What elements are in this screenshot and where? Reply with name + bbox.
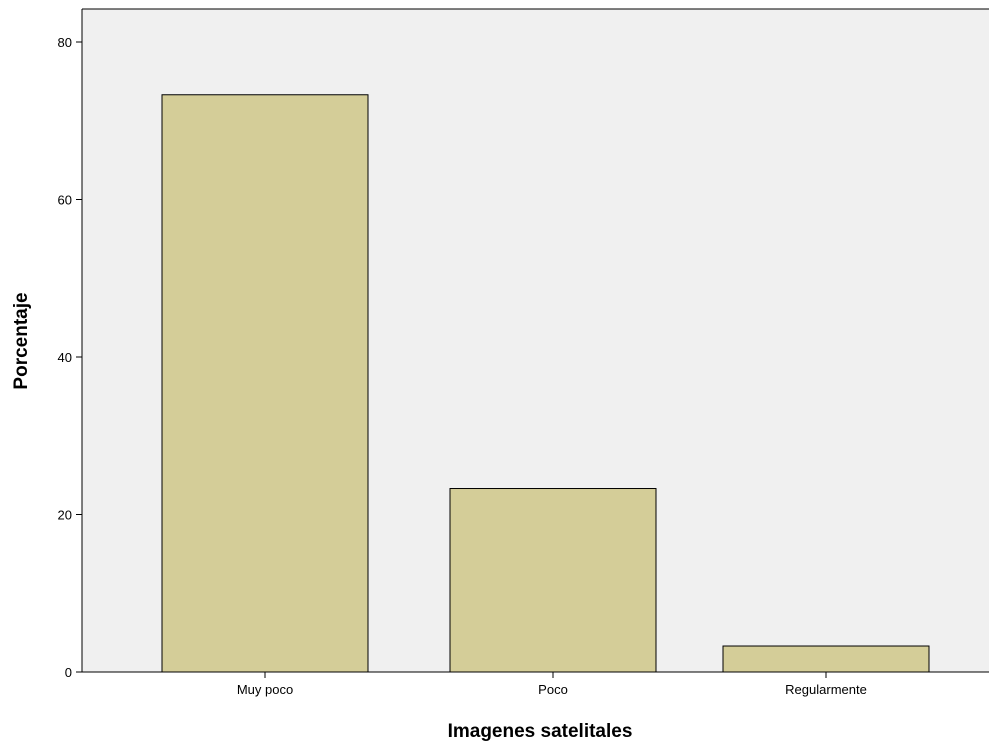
- y-tick-label: 20: [58, 508, 72, 523]
- bar-regularmente: [722, 645, 930, 673]
- x-tick-label: Regularmente: [785, 682, 867, 697]
- x-tick-label: Muy poco: [237, 682, 293, 697]
- x-axis-title: Imagenes satelitales: [448, 721, 633, 742]
- y-tick-label: 40: [58, 350, 72, 365]
- x-tick-label: Poco: [538, 682, 568, 697]
- x-ticks-group: Muy poco Poco Regularmente: [237, 672, 867, 697]
- bar-poco: [449, 488, 657, 673]
- y-axis-title: Porcentaje: [11, 292, 32, 389]
- bar-muy-poco: [161, 94, 369, 673]
- y-tick-label: 80: [58, 35, 72, 50]
- y-tick-label: 60: [58, 193, 72, 208]
- bars-group: [161, 94, 930, 673]
- y-ticks-group: 0 20 40 60 80: [58, 35, 82, 680]
- y-tick-label: 0: [65, 665, 72, 680]
